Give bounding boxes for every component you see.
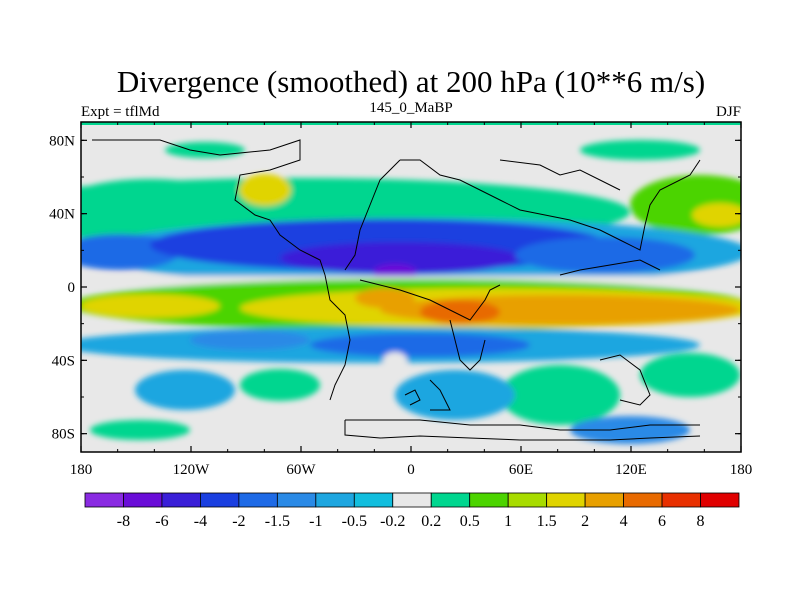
colorbar: -8 -6 -4 -2 -1.5 -1 -0.5 -0.2 0.2 0.5 1 1.5 2 4 6 8 <box>84 492 740 530</box>
colorbar-swatch <box>507 492 548 508</box>
colorbar-swatch <box>623 492 663 508</box>
colorbar-swatch <box>700 492 740 508</box>
y-axis: 80N 40N 0 40S 80S <box>49 133 741 443</box>
colorbar-swatch <box>200 492 240 508</box>
colorbar-label: 2 <box>581 513 589 530</box>
contour-region <box>692 203 741 227</box>
contour-region <box>383 352 407 368</box>
colorbar-label: -0.5 <box>342 513 367 530</box>
contour-region <box>420 300 500 324</box>
coastline-segment <box>499 159 621 191</box>
chart-title: Divergence (smoothed) at 200 hPa (10**6 … <box>117 64 705 99</box>
contour-region <box>280 242 520 274</box>
colorbar-label: 1.5 <box>537 513 557 530</box>
y-tick-label: 80N <box>49 133 75 149</box>
y-tick-label: 80S <box>52 427 75 443</box>
contour-region <box>640 353 740 397</box>
colorbar-label: -4 <box>194 513 207 530</box>
map-plot-area <box>81 122 741 452</box>
run-label: 145_0_MaBP <box>369 100 452 116</box>
colorbar-label: 0.2 <box>421 513 441 530</box>
colorbar-swatch <box>161 492 201 508</box>
x-tick-label: 120W <box>173 462 211 478</box>
x-tick-label: 120E <box>615 462 647 478</box>
colorbar-swatch <box>315 492 355 508</box>
colorbar-label: -0.2 <box>380 513 405 530</box>
contour-region <box>190 330 310 350</box>
x-tick-label: 0 <box>407 462 415 478</box>
contour-region <box>240 369 320 401</box>
coastline-segment <box>400 159 701 251</box>
coastline-segment <box>345 419 700 431</box>
colorbar-label: -1.5 <box>265 513 290 530</box>
contour-region <box>90 420 190 440</box>
contour-region <box>630 175 741 235</box>
x-tick-label: 180 <box>730 462 753 478</box>
season-label: DJF <box>716 104 741 120</box>
colorbar-swatch <box>123 492 163 508</box>
contour-region <box>310 333 530 357</box>
colorbar-swatch <box>546 492 586 508</box>
x-axis: 180 120W 60W 0 60E 120E 180 <box>70 122 753 478</box>
coastline-segment <box>429 379 451 411</box>
x-tick-label: 60E <box>509 462 533 478</box>
contour-region <box>239 174 291 206</box>
colorbar-label: 0.5 <box>460 513 480 530</box>
colorbar-swatch <box>661 492 701 508</box>
colorbar-label: -8 <box>117 513 130 530</box>
contour-region <box>515 237 695 273</box>
colorbar-swatch <box>469 492 509 508</box>
colorbar-label: 8 <box>697 513 705 530</box>
contour-fields <box>81 122 741 444</box>
colorbar-swatch <box>584 492 624 508</box>
colorbar-swatch <box>84 492 124 508</box>
y-tick-label: 0 <box>68 280 76 296</box>
coastline-segment <box>344 420 701 441</box>
coastline-segment <box>359 279 501 321</box>
coastline-segment <box>92 139 326 276</box>
x-tick-label: 180 <box>70 462 93 478</box>
contour-region <box>395 370 515 420</box>
coastline-segment <box>324 274 351 401</box>
colorbar-swatch <box>353 492 394 508</box>
coastline-segment <box>559 259 661 276</box>
x-tick-label: 60W <box>286 462 316 478</box>
contour-region <box>81 179 240 231</box>
coastlines <box>92 139 701 441</box>
colorbar-swatch <box>430 492 471 508</box>
colorbar-label: -1 <box>309 513 322 530</box>
contour-region <box>81 294 220 318</box>
coastline-segment <box>404 389 421 406</box>
coastline-segment <box>599 354 651 406</box>
contour-region <box>165 142 245 158</box>
y-tick-label: 40N <box>49 207 75 223</box>
colorbar-label: -6 <box>155 513 168 530</box>
colorbar-swatch <box>238 492 278 508</box>
experiment-label: Expt = tflMd <box>81 104 160 120</box>
colorbar-label: 4 <box>620 513 628 530</box>
colorbar-label: 1 <box>504 513 512 530</box>
colorbar-swatch <box>392 492 432 508</box>
colorbar-label: -2 <box>232 513 245 530</box>
contour-region <box>570 416 690 444</box>
colorbar-swatch <box>276 492 317 508</box>
y-tick-label: 40S <box>52 353 75 369</box>
colorbar-label: 6 <box>658 513 666 530</box>
contour-region <box>500 365 620 425</box>
contour-region <box>355 288 415 308</box>
contour-region <box>135 370 235 410</box>
coastline-segment <box>344 159 401 271</box>
contour-region <box>580 140 700 160</box>
coastline-segment <box>449 319 486 371</box>
